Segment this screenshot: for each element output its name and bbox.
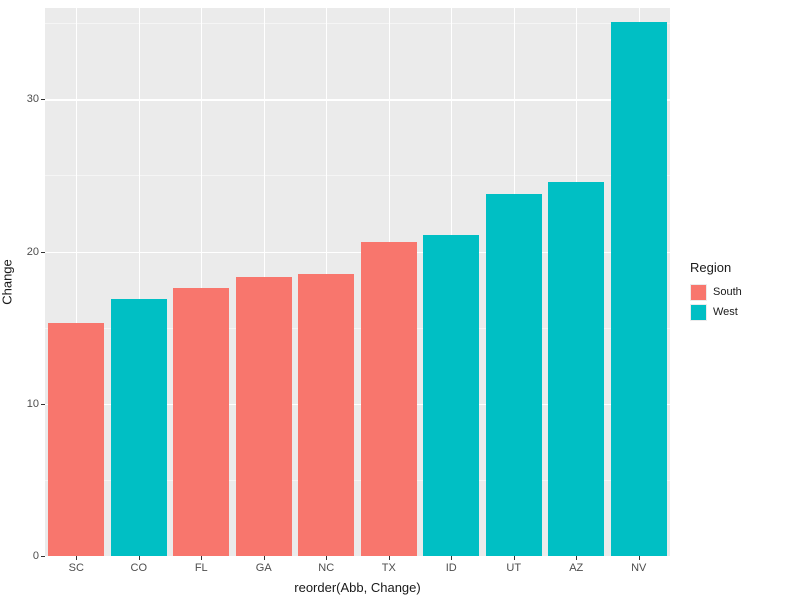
bar: [548, 182, 604, 556]
x-tick-label: TX: [382, 556, 396, 574]
legend-key: [690, 284, 707, 301]
y-axis-title: Change: [0, 259, 15, 305]
legend-key: [690, 304, 707, 321]
plot-area: 0102030SCCOFLGANCTXIDUTAZNV: [45, 8, 670, 556]
x-tick-label: ID: [446, 556, 457, 574]
x-tick-label: NC: [318, 556, 334, 574]
bar: [486, 194, 542, 556]
bar: [361, 242, 417, 556]
x-tick-label: NV: [631, 556, 646, 574]
y-tick-label: 10: [27, 398, 45, 410]
x-axis-title: reorder(Abb, Change): [294, 580, 420, 595]
bar: [48, 323, 104, 556]
bar: [173, 288, 229, 556]
x-tick-label: SC: [69, 556, 84, 574]
x-tick-label: CO: [131, 556, 148, 574]
legend: Region South West: [690, 260, 742, 323]
chart-container: 0102030SCCOFLGANCTXIDUTAZNV Change reord…: [0, 0, 800, 600]
x-tick-label: GA: [256, 556, 272, 574]
legend-title: Region: [690, 260, 742, 275]
x-tick-label: FL: [195, 556, 208, 574]
legend-swatch: [691, 285, 706, 300]
legend-swatch: [691, 305, 706, 320]
legend-item: South: [690, 283, 742, 301]
bar: [611, 22, 667, 556]
y-tick-label: 30: [27, 93, 45, 105]
legend-label: West: [713, 306, 738, 318]
x-tick-label: UT: [506, 556, 521, 574]
bar: [298, 274, 354, 556]
legend-item: West: [690, 303, 742, 321]
y-tick-label: 20: [27, 246, 45, 258]
x-tick-label: AZ: [569, 556, 583, 574]
bar: [423, 235, 479, 556]
bar: [236, 277, 292, 556]
bar: [111, 299, 167, 556]
y-tick-label: 0: [33, 550, 45, 562]
legend-label: South: [713, 286, 742, 298]
